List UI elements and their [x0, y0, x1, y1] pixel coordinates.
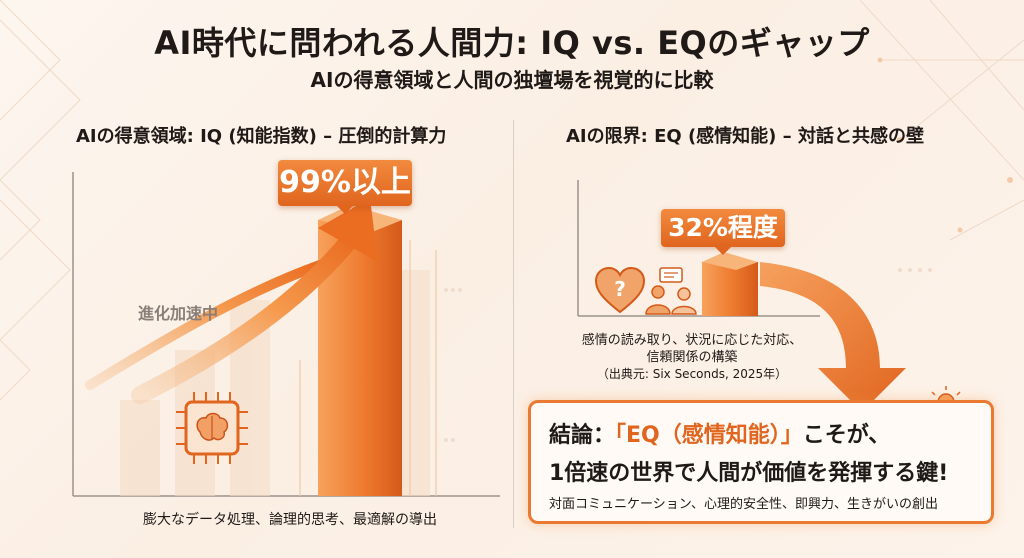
page-subtitle: AIの得意領域と人間の独壇場を視覚的に比較 — [310, 68, 714, 92]
right-chart-axes — [577, 180, 820, 317]
right-caption-line1: 感情の読み取り、状況に応じた対応、 — [581, 333, 803, 348]
conclusion-line1: 結論：「EQ（感情知能）」こそが、 — [549, 417, 890, 449]
page-title: AI時代に問われる人間力: IQ vs. EQのギャップ — [154, 24, 870, 62]
heart-question-icon: ? — [594, 266, 646, 314]
eq-bar — [702, 252, 758, 316]
right-caption: 感情の読み取り、状況に応じた対応、 信頼関係の構築 （出典元: Six Seco… — [562, 332, 822, 383]
panel-divider — [513, 120, 514, 528]
right-panel-heading: AIの限界: EQ (感情知能) – 対話と共感の壁 — [566, 126, 924, 147]
conclusion-box: 結論：「EQ（感情知能）」こそが、 1倍速の世界で人間が価値を発揮する鍵! 対面… — [528, 400, 994, 524]
left-caption: 膨大なデータ処理、論理的思考、最適解の導出 — [143, 512, 437, 528]
conclusion-highlight: 「EQ（感情知能）」 — [615, 423, 803, 448]
iq-callout: 99%以上 — [278, 160, 412, 214]
conclusion-prefix: 結論： — [549, 423, 616, 448]
trend-label: 進化加速中 — [138, 304, 219, 323]
svg-text:?: ? — [614, 277, 626, 301]
left-spark-lines — [299, 240, 437, 496]
people-chat-icon — [645, 267, 697, 315]
right-caption-line2: 信頼関係の構築 — [646, 350, 738, 365]
conclusion-suffix: こそが、 — [802, 423, 891, 448]
conclusion-details: 対面コミュニケーション、心理的安全性、即興力、生きがいの創出 — [549, 497, 938, 512]
source-citation: （出典元: Six Seconds, 2025年） — [596, 367, 788, 381]
trend-arrow — [85, 260, 325, 390]
eq-callout: 32%程度 — [661, 209, 785, 255]
conclusion-line2: 1倍速の世界で人間が価値を発揮する鍵! — [549, 461, 949, 486]
conclusion-arrow — [760, 262, 906, 412]
left-panel-heading: AIの得意領域: IQ (知能指数) – 圧倒的計算力 — [76, 126, 447, 147]
brain-chip-icon — [176, 392, 248, 464]
